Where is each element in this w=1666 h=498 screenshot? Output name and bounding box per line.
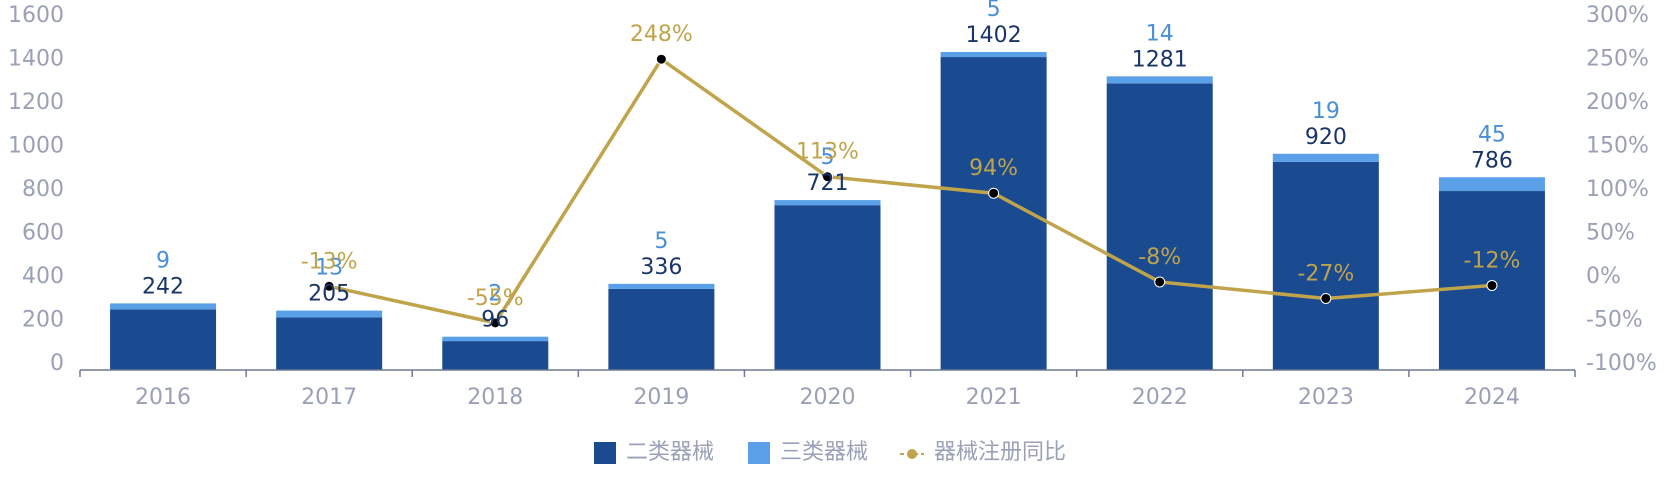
bar-series-1 <box>774 200 881 206</box>
y-tick-label: 1000 <box>8 134 64 159</box>
line-point-series-2 <box>822 171 833 183</box>
bar-series-0 <box>1272 161 1379 370</box>
line-point-series-2 <box>655 53 667 65</box>
bar-series-1 <box>276 310 383 318</box>
legend-swatch-series-1 <box>748 442 770 464</box>
growth-line <box>323 53 1498 329</box>
y2-tick-label: 150% <box>1586 134 1649 159</box>
y2-tick-label: 250% <box>1586 47 1649 72</box>
bar-series-0 <box>276 317 383 370</box>
data-label-series-1: 45 <box>1478 122 1506 147</box>
y2-tick-label: 300% <box>1586 3 1649 28</box>
y2-tick-label: 100% <box>1586 177 1649 202</box>
data-label-series-0: 721 <box>807 171 849 196</box>
data-label-series-0: 242 <box>142 274 184 299</box>
data-label-series-2: 113% <box>796 140 859 165</box>
y-tick-label: 0 <box>50 351 64 376</box>
data-label-series-0: 1281 <box>1132 47 1188 72</box>
legend-label-series-0: 二类器械 <box>626 440 714 465</box>
bar-series-0 <box>442 341 549 370</box>
line-point-series-2 <box>1154 276 1166 288</box>
data-label-series-1: 5 <box>987 0 1001 22</box>
data-label-series-2: -8% <box>1138 245 1181 270</box>
data-label-series-2: -13% <box>301 249 358 274</box>
y-tick-label: 400 <box>22 264 64 289</box>
legend: 二类器械 三类器械 器械注册同比 <box>594 440 1066 465</box>
x-tick-label: 2023 <box>1298 385 1354 410</box>
y-tick-label: 200 <box>22 308 64 333</box>
data-label-series-1: 19 <box>1312 99 1340 124</box>
line-point-series-2 <box>1320 292 1332 304</box>
data-label-series-1: 5 <box>821 145 835 170</box>
data-label-series-2: 94% <box>969 156 1018 181</box>
bar-series-1 <box>1272 153 1379 162</box>
x-tick-label: 2024 <box>1464 385 1520 410</box>
y2-tick-label: -100% <box>1586 351 1657 376</box>
x-tick-label: 2021 <box>966 385 1022 410</box>
data-label-series-1: 13 <box>315 256 343 281</box>
data-label-series-1: 2 <box>488 282 502 307</box>
bars <box>110 51 1545 370</box>
bar-series-0 <box>110 309 217 370</box>
data-label-series-2: -27% <box>1297 261 1354 286</box>
x-tick-label: 2020 <box>800 385 856 410</box>
data-label-series-1: 9 <box>156 248 170 273</box>
bar-series-0 <box>1106 83 1213 370</box>
y2-tick-label: 0% <box>1586 264 1621 289</box>
legend-swatch-series-0 <box>594 442 616 464</box>
data-label-series-2: -55% <box>467 286 524 311</box>
y-tick-label: 1600 <box>8 3 64 28</box>
bar-series-1 <box>1438 177 1545 192</box>
y2-tick-label: -50% <box>1586 308 1643 333</box>
x-tick-label: 2019 <box>633 385 689 410</box>
data-label-series-0: 205 <box>308 282 350 307</box>
data-label-series-1: 5 <box>654 229 668 254</box>
bar-series-1 <box>940 51 1047 58</box>
data-label-series-2: -12% <box>1464 248 1521 273</box>
data-label-series-0: 1402 <box>966 23 1022 48</box>
data-label-series-2: 248% <box>630 22 693 47</box>
data-label-series-0: 336 <box>640 255 682 280</box>
y-tick-label: 600 <box>22 221 64 246</box>
y2-tick-label: 200% <box>1586 90 1649 115</box>
line-point-series-2 <box>1486 279 1498 291</box>
bar-series-1 <box>442 336 549 342</box>
line-point-series-2 <box>323 280 335 292</box>
bar-series-1 <box>110 303 217 310</box>
line-series-2 <box>328 56 1493 325</box>
right-axis: -100% -50% 0% 50% 100% 150% 200% 250% 300% <box>1586 3 1657 376</box>
legend-marker-series-2 <box>907 449 917 459</box>
bar-series-0 <box>608 288 715 370</box>
x-tick-label: 2017 <box>301 385 357 410</box>
data-label-series-0: 920 <box>1305 125 1347 150</box>
y2-tick-label: 50% <box>1586 221 1635 246</box>
bar-series-1 <box>608 283 715 289</box>
x-tick-label: 2022 <box>1132 385 1188 410</box>
y-tick-label: 800 <box>22 177 64 202</box>
x-tick-label: 2016 <box>135 385 191 410</box>
legend-label-series-1: 三类器械 <box>780 440 868 465</box>
y-tick-label: 1400 <box>8 47 64 72</box>
bar-series-0 <box>774 205 881 370</box>
bar-series-1 <box>1106 76 1213 84</box>
line-point-series-2 <box>489 317 501 329</box>
line-point-series-2 <box>988 187 1000 199</box>
x-tick-label: 2018 <box>467 385 523 410</box>
left-axis: 0 200 400 600 800 1000 1200 1400 1600 <box>8 3 64 376</box>
y-tick-label: 1200 <box>8 90 64 115</box>
legend-label-series-2: 器械注册同比 <box>934 440 1066 465</box>
x-axis: 2016 2017 2018 2019 2020 2021 2022 2023 2024 <box>79 370 1576 410</box>
data-label-series-0: 96 <box>481 308 509 333</box>
data-label-series-1: 14 <box>1146 21 1174 46</box>
data-label-series-0: 786 <box>1471 148 1513 173</box>
data-labels: 2429205139623365721514025128114920197864… <box>142 0 1520 333</box>
